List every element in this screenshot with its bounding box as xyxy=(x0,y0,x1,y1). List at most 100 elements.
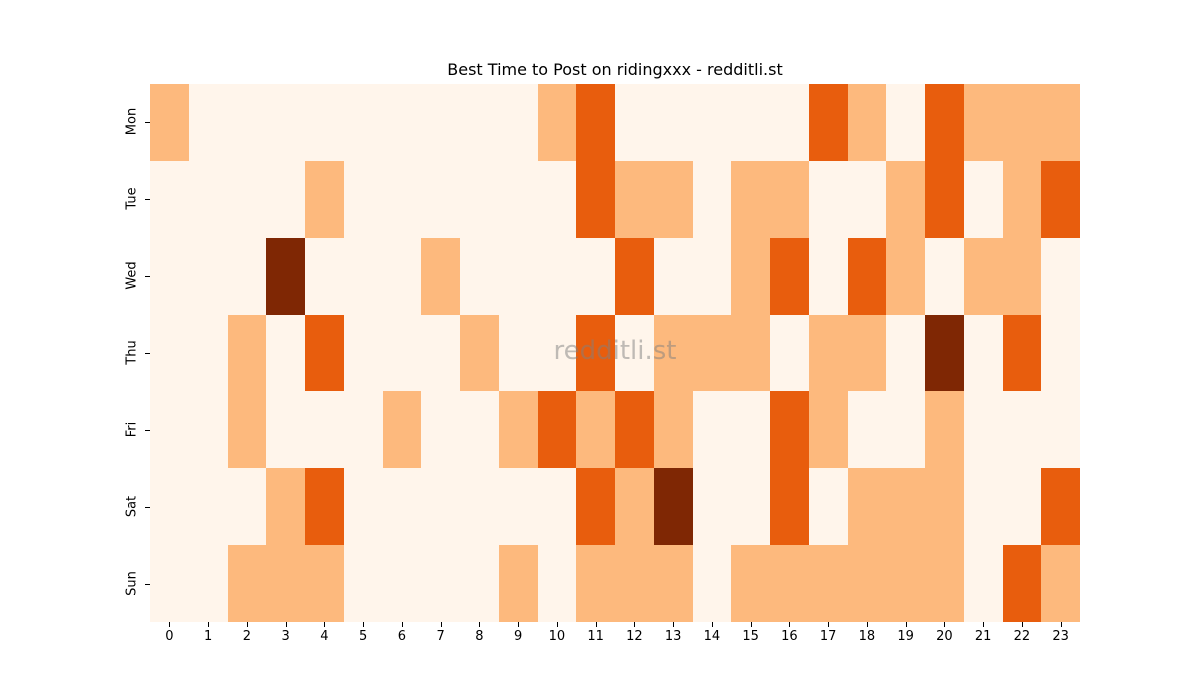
heatmap-cell xyxy=(188,160,228,238)
heatmap-cell xyxy=(343,545,383,622)
x-tick xyxy=(402,622,403,627)
heatmap-cell xyxy=(886,545,925,622)
heatmap-cell xyxy=(615,84,654,161)
heatmap-cell xyxy=(615,314,654,392)
heatmap-cell xyxy=(808,468,848,546)
heatmap-cell xyxy=(498,545,538,622)
heatmap-cell xyxy=(460,160,499,238)
heatmap-cell xyxy=(770,314,809,392)
heatmap-cell xyxy=(692,391,732,469)
heatmap-cell xyxy=(382,160,422,238)
x-tick xyxy=(789,622,790,627)
heatmap-cell xyxy=(963,84,1003,161)
heatmap-cell xyxy=(576,314,615,392)
heatmap-cell xyxy=(653,468,693,546)
heatmap-cell xyxy=(653,84,693,161)
heatmap-cell xyxy=(731,84,770,161)
heatmap-cell xyxy=(847,468,887,546)
heatmap-cell xyxy=(1041,391,1080,469)
heatmap-cell xyxy=(770,391,809,469)
x-tick xyxy=(1061,622,1062,627)
heatmap-cell xyxy=(150,237,189,315)
heatmap-cell xyxy=(537,160,577,238)
heatmap-cell xyxy=(808,160,848,238)
heatmap-cell xyxy=(770,160,809,238)
heatmap-cell xyxy=(421,468,460,546)
heatmap-cell xyxy=(770,84,809,161)
heatmap-cell xyxy=(808,237,848,315)
heatmap-cell xyxy=(847,160,887,238)
x-tick-label: 21 xyxy=(974,629,992,644)
x-tick-label: 20 xyxy=(936,629,953,644)
heatmap-cell xyxy=(576,391,615,469)
heatmap-cell xyxy=(963,160,1003,238)
heatmap-cell xyxy=(847,84,887,161)
heatmap-cell xyxy=(227,314,267,392)
heatmap-cell xyxy=(421,391,460,469)
heatmap-cell xyxy=(1002,314,1042,392)
heatmap-cell xyxy=(305,84,344,161)
x-tick-label: 8 xyxy=(475,629,484,644)
x-tick xyxy=(518,622,519,627)
heatmap-cell xyxy=(460,468,499,546)
x-tick-label: 10 xyxy=(548,629,566,644)
heatmap-cell xyxy=(1002,237,1042,315)
heatmap-cell xyxy=(808,84,848,161)
heatmap-cell xyxy=(770,468,809,546)
heatmap-cell xyxy=(537,84,577,161)
heatmap-cell xyxy=(1041,84,1080,161)
x-tick-label: 14 xyxy=(703,629,721,644)
heatmap-cell xyxy=(963,391,1003,469)
x-tick xyxy=(596,622,597,627)
heatmap-cell xyxy=(963,545,1003,622)
x-tick xyxy=(324,622,325,627)
heatmap-cell xyxy=(886,468,925,546)
heatmap-cell xyxy=(227,237,267,315)
heatmap-cell xyxy=(188,237,228,315)
heatmap-cell xyxy=(576,237,615,315)
heatmap-cell xyxy=(150,391,189,469)
heatmap-cell xyxy=(150,84,189,161)
y-tick xyxy=(145,122,150,123)
heatmap-cell xyxy=(1041,237,1080,315)
heatmap-cell xyxy=(227,84,267,161)
heatmap-cell xyxy=(963,314,1003,392)
y-tick-label: Mon xyxy=(124,108,140,136)
heatmap-cell xyxy=(653,391,693,469)
y-tick-label: Sat xyxy=(124,495,140,517)
heatmap-cell xyxy=(925,84,964,161)
heatmap-cell xyxy=(1041,545,1080,622)
heatmap-cell xyxy=(266,314,305,392)
heatmap-cell xyxy=(266,391,305,469)
heatmap-cell xyxy=(266,160,305,238)
x-tick xyxy=(906,622,907,627)
heatmap-cell xyxy=(963,468,1003,546)
heatmap-cell xyxy=(266,545,305,622)
y-tick-label: Tue xyxy=(124,187,140,210)
x-tick-label: 2 xyxy=(242,629,252,644)
x-tick-label: 23 xyxy=(1052,629,1069,644)
y-tick xyxy=(145,276,150,277)
heatmap-cell xyxy=(305,545,344,622)
heatmap-cell xyxy=(653,314,693,392)
heatmap-cell xyxy=(266,468,305,546)
heatmap-cell xyxy=(770,237,809,315)
heatmap-cell xyxy=(150,545,189,622)
x-tick-label: 12 xyxy=(626,629,643,644)
heatmap-cell xyxy=(188,391,228,469)
heatmap-cell xyxy=(615,237,654,315)
heatmap-cell xyxy=(808,314,848,392)
heatmap-cell xyxy=(1041,468,1080,546)
heatmap-cell xyxy=(886,314,925,392)
heatmap-cell xyxy=(1002,545,1042,622)
x-tick xyxy=(751,622,752,627)
heatmap-cell xyxy=(925,468,964,546)
heatmap-cell xyxy=(731,314,770,392)
x-tick-label: 16 xyxy=(781,629,798,644)
x-tick-label: 17 xyxy=(819,629,837,644)
heatmap-cell xyxy=(150,314,189,392)
heatmap-cell xyxy=(1002,160,1042,238)
x-tick xyxy=(712,622,713,627)
y-tick-label: Thu xyxy=(124,340,140,365)
heatmap-cell xyxy=(382,545,422,622)
